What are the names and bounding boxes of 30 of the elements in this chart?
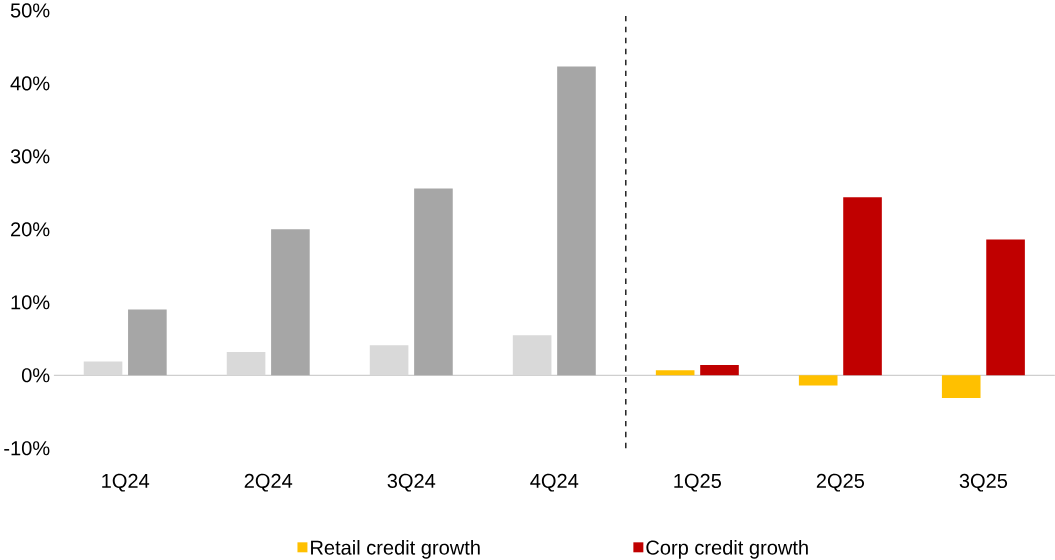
bar: [271, 229, 310, 376]
y-tick-label: 30%: [10, 149, 50, 164]
x-tick-label: 2Q25: [816, 473, 865, 492]
y-tick-label: 10%: [11, 295, 50, 310]
y-tick-label: 50%: [10, 3, 50, 18]
bar: [83, 361, 123, 376]
bar: [798, 375, 838, 386]
y-tick-label: 0%: [21, 368, 50, 383]
bar: [941, 375, 981, 398]
legend-label: Corp credit growth: [646, 540, 808, 559]
bar: [512, 335, 552, 376]
bar: [369, 345, 409, 376]
x-tick-label: 4Q24: [530, 473, 579, 492]
bar: [226, 351, 266, 376]
bar: [843, 197, 882, 376]
bar: [557, 66, 596, 376]
x-tick-label: 2Q24: [244, 473, 293, 492]
y-tick-label: 20%: [11, 222, 50, 237]
y-tick-label: 40%: [10, 76, 50, 91]
bar: [700, 365, 739, 376]
bar: [986, 239, 1025, 376]
x-tick-label: 3Q24: [387, 473, 436, 492]
bar: [128, 309, 167, 376]
legend-label: Retail credit growth: [311, 540, 480, 559]
y-tick-label: -10%: [4, 441, 50, 456]
bar: [655, 370, 695, 376]
bar: [414, 188, 453, 376]
x-tick-label: 1Q25: [674, 473, 722, 492]
x-tick-label: 3Q25: [959, 473, 1008, 492]
x-tick-label: 1Q24: [102, 473, 150, 492]
